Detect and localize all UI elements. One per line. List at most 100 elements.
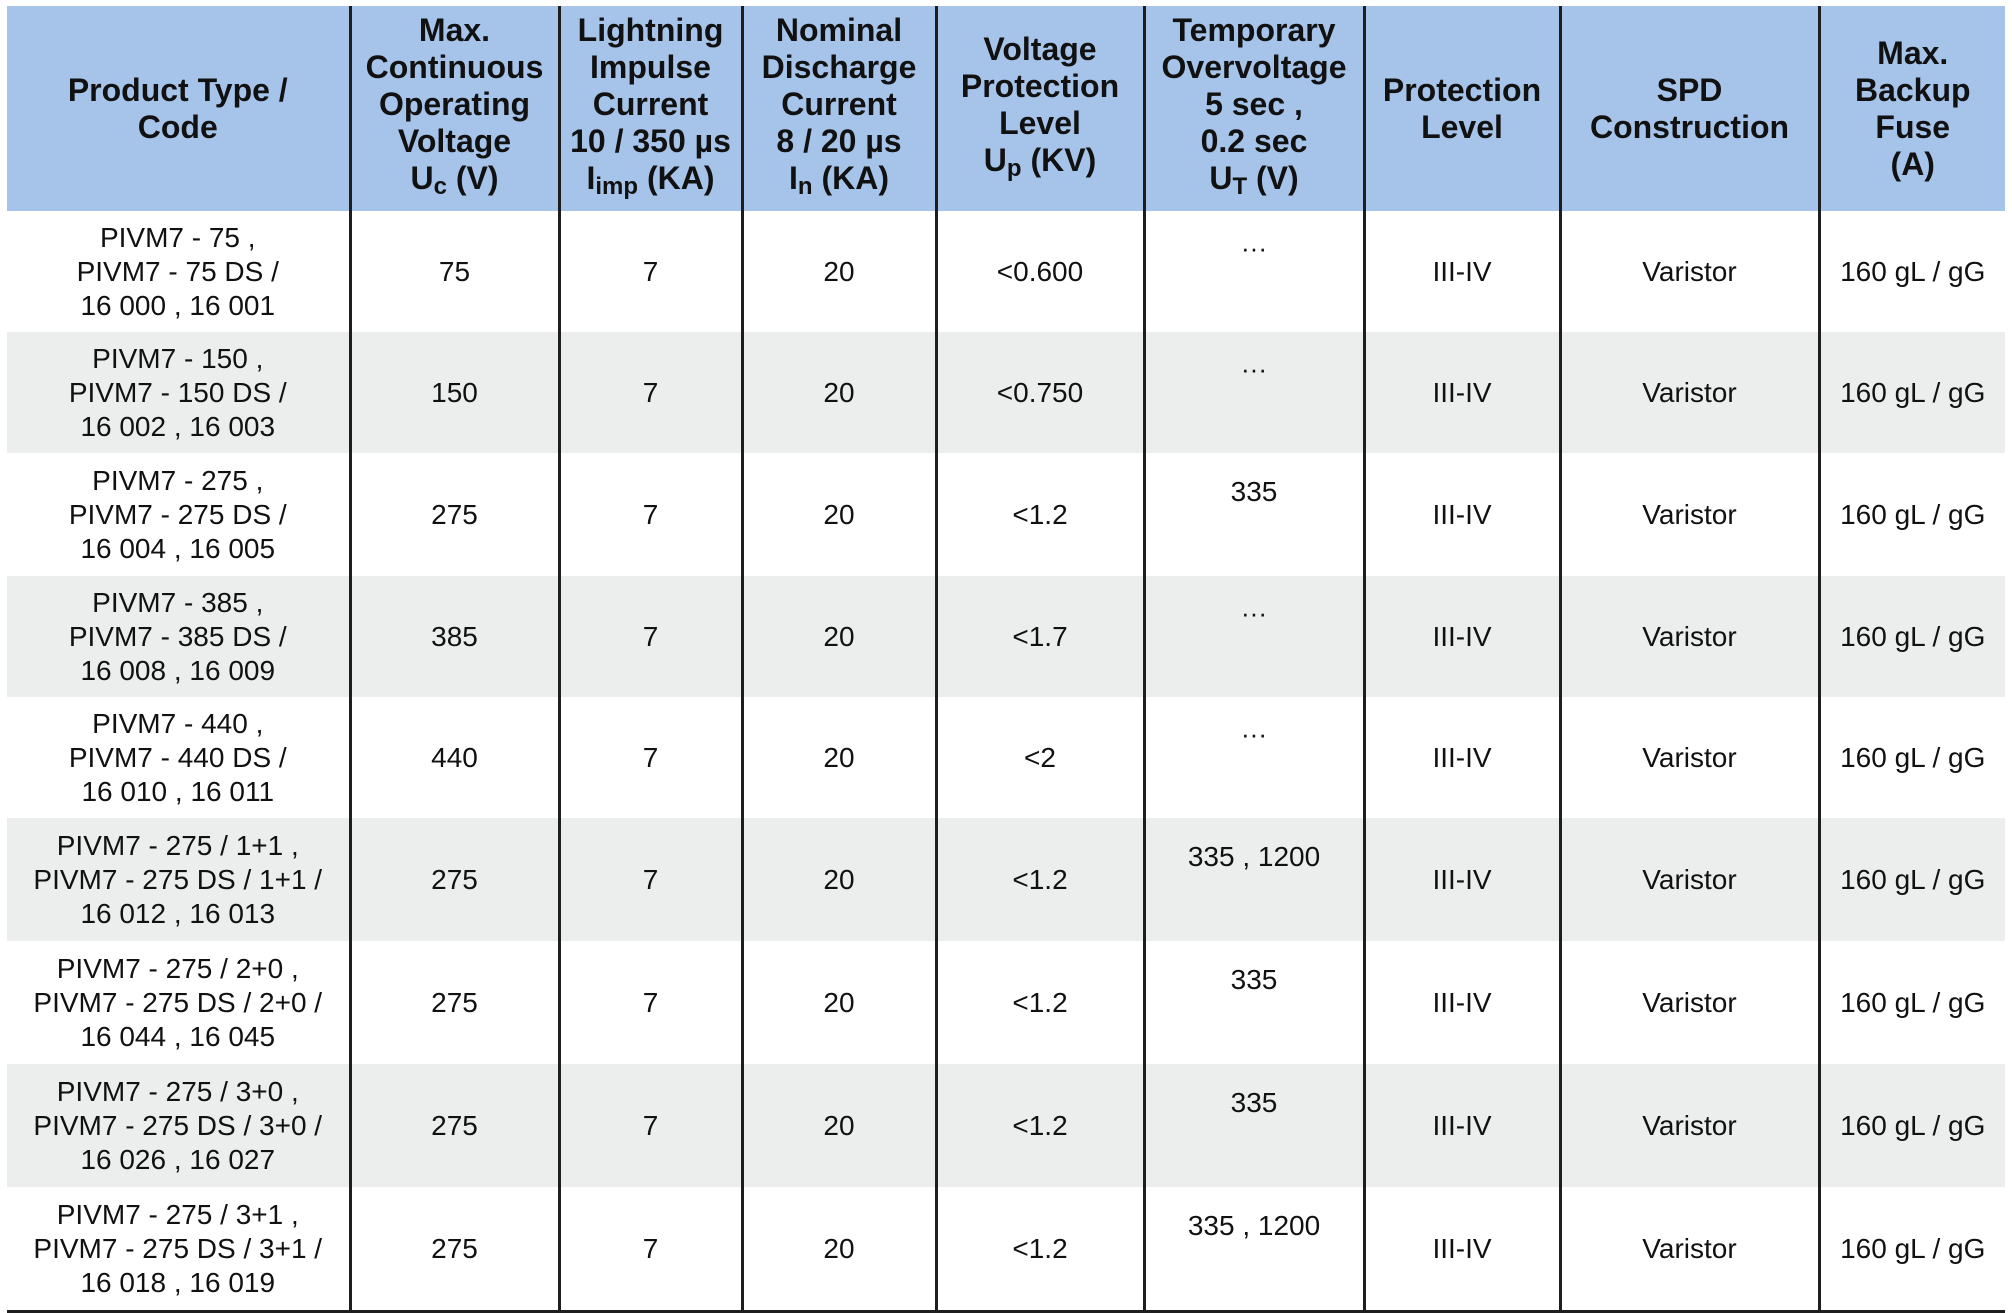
spd-table-container: Product Type / Code Max. Continuous Operati…	[7, 6, 2005, 1313]
cell-nominal-discharge-current: 20	[740, 576, 936, 697]
cell-max-operating-voltage: 275	[348, 818, 559, 941]
cell-temporary-overvoltage: ···	[1142, 697, 1364, 818]
cell-spd-construction: Varistor	[1558, 1187, 1819, 1313]
table-row: PIVM7 - 440 , PIVM7 - 440 DS /16 010 , 16…	[7, 697, 2005, 818]
cell-nominal-discharge-current: 20	[740, 818, 936, 941]
cell-max-operating-voltage: 440	[348, 697, 559, 818]
cell-voltage-protection-level: <1.2	[934, 818, 1144, 941]
table-row: PIVM7 - 150 , PIVM7 - 150 DS /16 002 , 16…	[7, 332, 2005, 453]
cell-protection-level: III-IV	[1362, 818, 1560, 941]
cell-temporary-overvoltage: ···	[1142, 332, 1364, 453]
cell-lightning-impulse-current: 7	[557, 818, 742, 941]
cell-product-type-code: PIVM7 - 275 / 3+0 , PIVM7 - 275 DS / 3+0 …	[7, 1064, 350, 1187]
cell-nominal-discharge-current: 20	[740, 941, 936, 1064]
cell-spd-construction: Varistor	[1558, 576, 1819, 697]
cell-lightning-impulse-current: 7	[557, 211, 742, 332]
cell-protection-level: III-IV	[1362, 1187, 1560, 1313]
cell-max-backup-fuse: 160 gL / gG	[1817, 941, 2005, 1064]
cell-spd-construction: Varistor	[1558, 332, 1819, 453]
cell-max-operating-voltage: 150	[348, 332, 559, 453]
cell-spd-construction: Varistor	[1558, 941, 1819, 1064]
cell-temporary-overvoltage: 335 , 1200	[1142, 818, 1364, 941]
cell-nominal-discharge-current: 20	[740, 1064, 936, 1187]
header-temporary-overvoltage: Temporary Overvoltage 5 sec , 0.2 sec UT (V…	[1142, 6, 1364, 211]
cell-voltage-protection-level: <1.2	[934, 1187, 1144, 1313]
cell-protection-level: III-IV	[1362, 211, 1560, 332]
cell-protection-level: III-IV	[1362, 576, 1560, 697]
cell-max-backup-fuse: 160 gL / gG	[1817, 453, 2005, 576]
cell-lightning-impulse-current: 7	[557, 332, 742, 453]
cell-max-backup-fuse: 160 gL / gG	[1817, 1187, 2005, 1313]
cell-nominal-discharge-current: 20	[740, 332, 936, 453]
cell-spd-construction: Varistor	[1558, 818, 1819, 941]
cell-temporary-overvoltage: ···	[1142, 211, 1364, 332]
cell-spd-construction: Varistor	[1558, 697, 1819, 818]
cell-voltage-protection-level: <1.2	[934, 941, 1144, 1064]
cell-max-backup-fuse: 160 gL / gG	[1817, 1064, 2005, 1187]
cell-temporary-overvoltage: 335	[1142, 1064, 1364, 1187]
cell-max-operating-voltage: 275	[348, 1064, 559, 1187]
table-row: PIVM7 - 275 / 3+1 , PIVM7 - 275 DS / 3+1 …	[7, 1187, 2005, 1313]
cell-nominal-discharge-current: 20	[740, 211, 936, 332]
header-product-type: Product Type / Code	[7, 6, 350, 211]
cell-max-operating-voltage: 275	[348, 1187, 559, 1313]
table-row: PIVM7 - 275 , PIVM7 - 275 DS /16 004 , 16…	[7, 453, 2005, 576]
cell-nominal-discharge-current: 20	[740, 1187, 936, 1313]
cell-max-operating-voltage: 275	[348, 941, 559, 1064]
cell-product-type-code: PIVM7 - 275 / 3+1 , PIVM7 - 275 DS / 3+1 …	[7, 1187, 350, 1313]
cell-voltage-protection-level: <0.750	[934, 332, 1144, 453]
cell-lightning-impulse-current: 7	[557, 453, 742, 576]
cell-product-type-code: PIVM7 - 150 , PIVM7 - 150 DS /16 002 , 16…	[7, 332, 350, 453]
cell-voltage-protection-level: <2	[934, 697, 1144, 818]
cell-spd-construction: Varistor	[1558, 453, 1819, 576]
cell-lightning-impulse-current: 7	[557, 697, 742, 818]
cell-nominal-discharge-current: 20	[740, 697, 936, 818]
cell-nominal-discharge-current: 20	[740, 453, 936, 576]
cell-voltage-protection-level: <0.600	[934, 211, 1144, 332]
cell-voltage-protection-level: <1.2	[934, 453, 1144, 576]
cell-product-type-code: PIVM7 - 385 , PIVM7 - 385 DS /16 008 , 16…	[7, 576, 350, 697]
cell-product-type-code: PIVM7 - 275 / 2+0 , PIVM7 - 275 DS / 2+0 …	[7, 941, 350, 1064]
cell-product-type-code: PIVM7 - 75 , PIVM7 - 75 DS /16 000 , 16 0…	[7, 211, 350, 332]
cell-protection-level: III-IV	[1362, 941, 1560, 1064]
cell-max-backup-fuse: 160 gL / gG	[1817, 697, 2005, 818]
cell-max-operating-voltage: 75	[348, 211, 559, 332]
table-row: PIVM7 - 275 / 2+0 , PIVM7 - 275 DS / 2+0 …	[7, 941, 2005, 1064]
cell-max-backup-fuse: 160 gL / gG	[1817, 576, 2005, 697]
cell-temporary-overvoltage: ···	[1142, 576, 1364, 697]
cell-protection-level: III-IV	[1362, 697, 1560, 818]
header-voltage-protection-level: Voltage Protection Level Up (KV)	[934, 6, 1144, 211]
cell-temporary-overvoltage: 335	[1142, 453, 1364, 576]
header-protection-level: Protection Level	[1362, 6, 1560, 211]
cell-max-operating-voltage: 275	[348, 453, 559, 576]
cell-max-operating-voltage: 385	[348, 576, 559, 697]
table-row: PIVM7 - 275 / 1+1 , PIVM7 - 275 DS / 1+1 …	[7, 818, 2005, 941]
cell-lightning-impulse-current: 7	[557, 941, 742, 1064]
spd-specification-table: Product Type / Code Max. Continuous Operati…	[7, 6, 2005, 1313]
table-row: PIVM7 - 275 / 3+0 , PIVM7 - 275 DS / 3+0 …	[7, 1064, 2005, 1187]
cell-voltage-protection-level: <1.2	[934, 1064, 1144, 1187]
cell-lightning-impulse-current: 7	[557, 576, 742, 697]
cell-spd-construction: Varistor	[1558, 211, 1819, 332]
cell-max-backup-fuse: 160 gL / gG	[1817, 332, 2005, 453]
cell-temporary-overvoltage: 335	[1142, 941, 1364, 1064]
cell-spd-construction: Varistor	[1558, 1064, 1819, 1187]
cell-protection-level: III-IV	[1362, 1064, 1560, 1187]
cell-lightning-impulse-current: 7	[557, 1064, 742, 1187]
table-body: PIVM7 - 75 , PIVM7 - 75 DS /16 000 , 16 0…	[7, 211, 2005, 1313]
header-spd-construction: SPD Construction	[1558, 6, 1819, 211]
cell-product-type-code: PIVM7 - 275 / 1+1 , PIVM7 - 275 DS / 1+1 …	[7, 818, 350, 941]
table-row: PIVM7 - 385 , PIVM7 - 385 DS /16 008 , 16…	[7, 576, 2005, 697]
header-max-continuous-voltage: Max. Continuous Operating Voltage Uc (V)	[348, 6, 559, 211]
cell-product-type-code: PIVM7 - 275 , PIVM7 - 275 DS /16 004 , 16…	[7, 453, 350, 576]
table-row: PIVM7 - 75 , PIVM7 - 75 DS /16 000 , 16 0…	[7, 211, 2005, 332]
header-max-backup-fuse: Max. Backup Fuse (A)	[1817, 6, 2005, 211]
cell-protection-level: III-IV	[1362, 332, 1560, 453]
header-lightning-impulse-current: Lightning Impulse Current 10 / 350 µs Iimp …	[557, 6, 742, 211]
cell-max-backup-fuse: 160 gL / gG	[1817, 818, 2005, 941]
cell-max-backup-fuse: 160 gL / gG	[1817, 211, 2005, 332]
cell-temporary-overvoltage: 335 , 1200	[1142, 1187, 1364, 1313]
cell-lightning-impulse-current: 7	[557, 1187, 742, 1313]
header-nominal-discharge-current: Nominal Discharge Current 8 / 20 µs In (KA)	[740, 6, 936, 211]
cell-voltage-protection-level: <1.7	[934, 576, 1144, 697]
